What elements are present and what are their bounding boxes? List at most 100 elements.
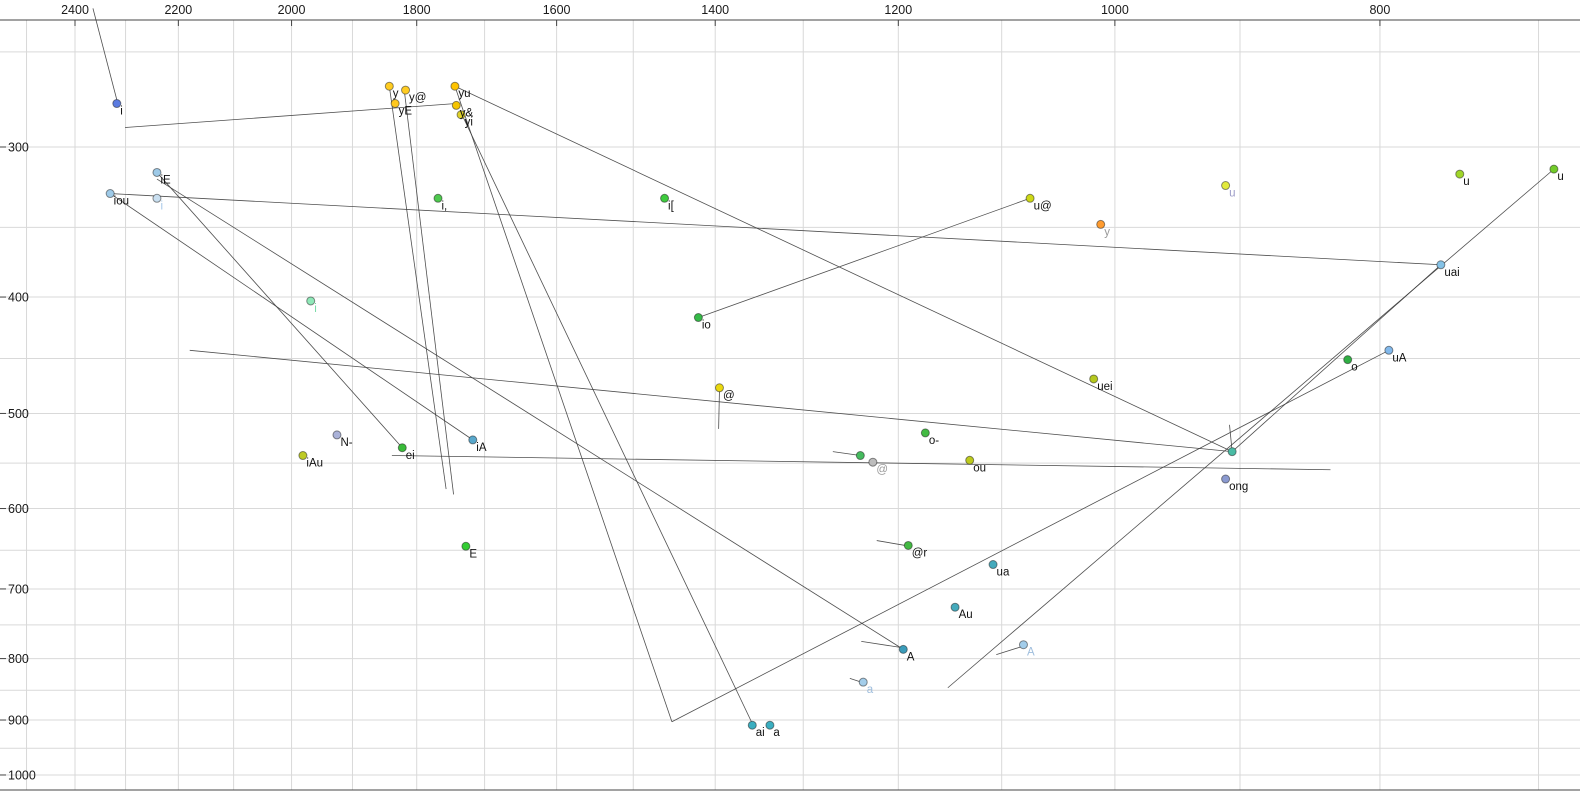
trajectory-line [125, 103, 457, 128]
data-point [384, 81, 394, 91]
point-label: @r [912, 547, 928, 559]
trajectory-line [388, 86, 447, 490]
point-label: i [160, 200, 163, 212]
y-tick-label: 400 [8, 291, 29, 305]
data-point [1025, 193, 1035, 203]
point-label: o [1351, 362, 1357, 374]
data-point [898, 644, 908, 654]
point-label: y [393, 88, 399, 100]
point-label: u@ [1034, 200, 1052, 212]
point-label: u [1463, 176, 1469, 188]
trajectory-line [698, 197, 1031, 318]
y-tick-label: 800 [8, 652, 29, 666]
data-point [1343, 355, 1353, 365]
point-label: io [702, 320, 711, 332]
trajectory-line [156, 172, 403, 449]
point-label: uA [1392, 352, 1406, 364]
x-tick-label: 1200 [884, 3, 912, 17]
point-label: ei [406, 450, 415, 462]
data-point [1436, 260, 1446, 270]
data-point [152, 193, 162, 203]
point-label: E [469, 548, 477, 560]
data-point [693, 313, 703, 323]
data-point [461, 541, 471, 551]
data-point [920, 428, 930, 438]
point-label: ua [997, 567, 1010, 579]
trajectory-line [861, 640, 901, 648]
point-label: y& [460, 107, 474, 119]
trajectory-line [671, 349, 1390, 723]
data-point [1384, 345, 1394, 355]
point-label: iA [476, 442, 487, 454]
point-label: i[ [668, 200, 675, 212]
data-point [298, 451, 308, 461]
point-label: y@ [409, 92, 426, 104]
data-point [390, 99, 400, 109]
point-label: u [1229, 188, 1235, 200]
data-point [855, 451, 865, 461]
trajectory-line [109, 193, 474, 441]
data-point [1089, 374, 1099, 384]
data-point [105, 189, 115, 199]
point-label: i [314, 303, 317, 315]
x-tick-label: 1400 [701, 3, 729, 17]
trajectory-line [454, 86, 673, 722]
trajectory-line [832, 451, 861, 456]
point-label: iE [160, 174, 171, 186]
data-point [988, 560, 998, 570]
data-point [332, 430, 342, 440]
data-point [950, 602, 960, 612]
trajectory-line [718, 389, 720, 429]
x-tick-label: 800 [1369, 3, 1390, 17]
data-point [1549, 164, 1559, 174]
point-label: uei [1097, 381, 1112, 393]
trajectory-line [391, 455, 1331, 471]
x-tick-label: 2200 [164, 3, 192, 17]
data-point [450, 81, 460, 91]
point-label: yi [465, 117, 473, 129]
data-point [1221, 181, 1231, 191]
y-tick-label: 900 [8, 714, 29, 728]
trajectory-line [460, 112, 753, 724]
trajectory-line [92, 8, 118, 100]
x-tick-label: 2000 [278, 3, 306, 17]
data-point [1455, 169, 1465, 179]
trajectory-line [996, 646, 1022, 656]
point-label: o- [929, 435, 939, 447]
x-tick-label: 1000 [1101, 3, 1129, 17]
point-label: ong [1229, 481, 1248, 493]
point-label: A [1027, 647, 1035, 659]
point-label: u [1557, 171, 1563, 183]
data-point [903, 540, 913, 550]
data-point [714, 383, 724, 393]
trajectory-line [454, 85, 1233, 453]
data-point [468, 435, 478, 445]
data-point [397, 443, 407, 453]
point-label: yu [458, 88, 470, 100]
data-point [868, 457, 878, 467]
data-point [1096, 219, 1106, 229]
data-point [451, 100, 461, 110]
data-point [1221, 474, 1231, 484]
trajectory-line [189, 349, 1233, 453]
point-label: Au [959, 609, 973, 621]
point-label: yE [399, 106, 413, 118]
data-point [433, 193, 443, 203]
data-point [858, 677, 868, 687]
data-point [965, 455, 975, 465]
point-label: N- [340, 437, 352, 449]
point-label: @ [876, 464, 888, 476]
point-label: a [773, 727, 780, 739]
trajectory-line [876, 540, 906, 546]
point-label: A [907, 651, 915, 663]
point-label: i [120, 106, 123, 118]
point-label: a [867, 684, 874, 696]
y-tick-label: 700 [8, 582, 29, 596]
data-point [401, 85, 411, 95]
y-tick-label: 600 [8, 502, 29, 516]
x-tick-label: 1600 [543, 3, 571, 17]
point-label: @ [723, 390, 735, 402]
data-point [765, 720, 775, 730]
trajectory-line [947, 168, 1555, 689]
